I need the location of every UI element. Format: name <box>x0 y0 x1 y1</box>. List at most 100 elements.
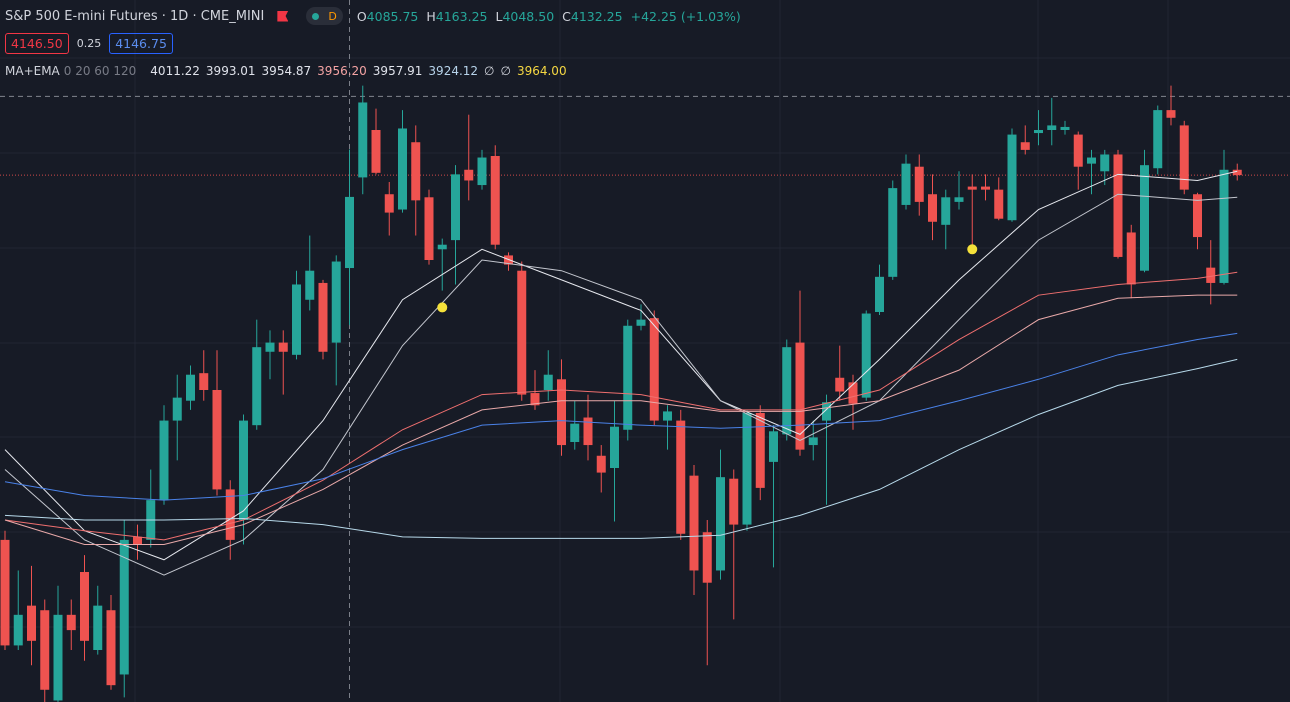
symbol-title[interactable]: S&P 500 E-mini Futures · 1D · CME_MINI <box>5 8 265 24</box>
candle-body <box>769 431 778 462</box>
header-row: S&P 500 E-mini Futures · 1D · CME_MINI D… <box>5 6 741 26</box>
indicator-values: 4011.22 3993.01 3954.87 3956.20 3957.91 3924.… <box>150 64 566 78</box>
candle-body <box>358 102 368 178</box>
ohlc-values: O4085.75 H4163.25 L4048.50 C4132.25 <box>357 9 623 24</box>
ma-line <box>4 358 1238 539</box>
candle-body <box>225 489 235 540</box>
candle-body <box>464 169 474 181</box>
candle-body <box>1166 110 1176 118</box>
ohlc-letter: C <box>562 8 571 24</box>
candle-body <box>1193 194 1202 238</box>
candle-body <box>371 130 381 173</box>
candle-body <box>1087 157 1096 164</box>
candle-body <box>755 412 765 488</box>
candle-body <box>119 539 129 675</box>
candle-body <box>1140 165 1149 271</box>
buy-button[interactable]: 4146.75 <box>109 32 173 54</box>
candle-body <box>1047 125 1057 130</box>
candle-body <box>928 194 937 222</box>
ohlc-letter: L <box>495 8 503 24</box>
indicator-params: 0 20 60 120 <box>63 64 137 78</box>
indicator-row: MA+EMA 0 20 60 120 4011.22 3993.01 3954.87… <box>5 62 567 80</box>
candle-body <box>808 437 818 446</box>
ohlc-letter: O <box>356 8 367 24</box>
ohlc-letter: H <box>426 8 436 24</box>
flag-icon[interactable] <box>277 10 289 22</box>
status-dot <box>312 12 320 20</box>
candles <box>0 85 1242 702</box>
candle-body <box>384 194 394 213</box>
candle-body <box>663 411 672 421</box>
candle-body <box>398 128 407 210</box>
sell-button[interactable]: 4146.50 <box>5 32 69 54</box>
candle-body <box>80 572 89 641</box>
indicator-value: 3954.87 <box>261 64 312 78</box>
candle-body <box>345 196 354 269</box>
candle-body <box>530 393 540 406</box>
candle-body <box>941 197 951 225</box>
ma-line <box>4 170 1238 561</box>
candle-body <box>1034 130 1043 134</box>
status-pill[interactable]: D <box>306 7 343 25</box>
candle-body <box>477 157 487 186</box>
candle-body <box>729 478 739 525</box>
candle-body <box>186 374 195 401</box>
candle-body <box>292 284 301 355</box>
candle-body <box>676 420 686 534</box>
indicator-value: ∅ <box>484 64 495 78</box>
candle-body <box>0 539 10 646</box>
candle-body <box>1232 169 1242 176</box>
candle-body <box>66 614 76 631</box>
candle-body <box>901 163 911 205</box>
indicator-value: 3957.91 <box>372 64 423 78</box>
candle-body <box>278 342 288 352</box>
ma-line <box>4 193 1238 576</box>
candle-body <box>239 420 248 520</box>
candle-body <box>742 412 752 525</box>
candle-body <box>13 614 23 646</box>
indicator-value: 3993.01 <box>205 64 256 78</box>
indicator-value: 3924.12 <box>428 64 479 78</box>
candle-body <box>133 536 142 545</box>
indicator-value: 3964.00 <box>516 64 567 78</box>
candle-body <box>689 475 699 571</box>
candle-body <box>331 261 341 343</box>
candle-body <box>1206 267 1216 283</box>
ohlc-value: 4085.75 <box>366 8 419 24</box>
candle-body <box>914 166 924 202</box>
ma-line <box>4 294 1238 545</box>
candle-body <box>1100 154 1110 172</box>
spread: 0.25 <box>76 36 102 50</box>
interval-badge: D <box>328 9 337 23</box>
candle-body <box>93 605 103 650</box>
candle-body <box>1060 126 1070 130</box>
candle-body <box>835 377 845 392</box>
candle-body <box>411 142 421 201</box>
ma-line <box>4 332 1238 501</box>
ohlc-value: 4132.25 <box>570 8 623 24</box>
candle-body <box>967 186 977 190</box>
candle-body <box>1153 110 1163 169</box>
ohlc-item: O4085.75 <box>357 9 419 24</box>
ohlc-value: 4048.50 <box>502 8 555 24</box>
indicator-name[interactable]: MA+EMA <box>5 64 60 78</box>
ohlc-value: 4163.25 <box>435 8 488 24</box>
candle-body <box>265 342 275 352</box>
candle-body <box>610 426 619 468</box>
candle-body <box>861 313 871 398</box>
candle-body <box>1219 169 1229 283</box>
candle-body <box>570 423 580 442</box>
candle-body <box>1073 134 1083 167</box>
candle-body <box>848 382 858 404</box>
candle-body <box>490 156 500 245</box>
candle-body <box>543 374 553 390</box>
candle-body <box>424 197 434 260</box>
ohlc-item: C4132.25 <box>562 9 622 24</box>
indicator-value: 4011.22 <box>150 64 200 78</box>
candle-body <box>557 379 566 446</box>
candle-body <box>795 342 805 450</box>
ohlc-item: H4163.25 <box>426 9 487 24</box>
